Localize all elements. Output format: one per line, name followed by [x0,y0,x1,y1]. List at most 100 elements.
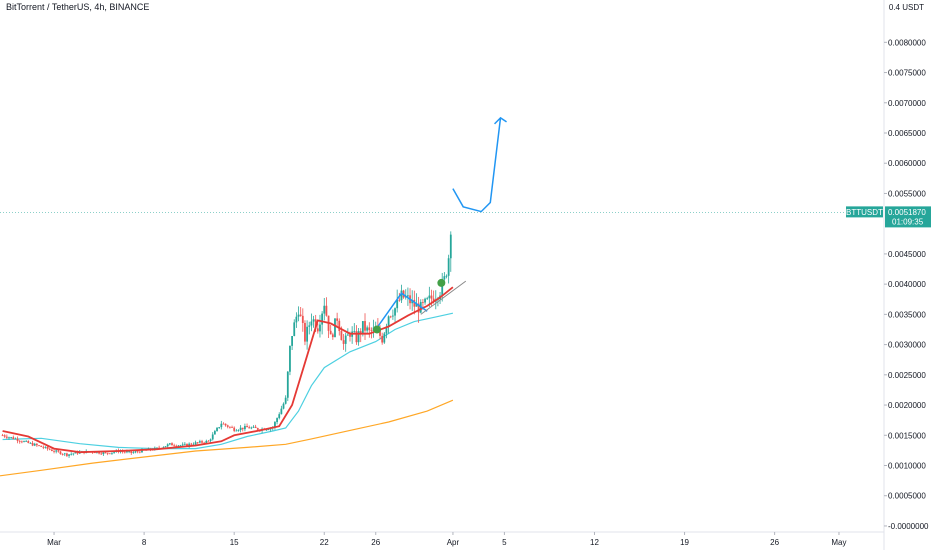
candle-body [344,335,347,344]
x-tick-label: 19 [680,538,689,547]
candle-body [213,431,216,435]
candle-body [179,445,182,447]
candle-body [102,452,105,455]
candle-body [35,443,38,446]
candle-body [306,326,309,342]
symbol-tag [846,206,883,218]
candle-body [282,403,285,409]
candle-body [132,452,135,454]
candle-body [93,452,96,454]
candle-body [48,448,51,450]
candle-body [10,437,13,439]
candle-body [1,435,4,437]
y-tick-label: 0.0070000 [888,99,926,108]
candle-body [308,325,311,327]
x-tick-label: 15 [230,538,239,547]
candle-body [381,335,384,343]
candle-body [304,322,306,342]
candle-body [340,331,343,341]
candle-body [14,438,17,440]
y-tick-label: 0.0065000 [888,129,926,138]
candle-body [5,436,8,438]
candle-body [310,321,313,326]
y-tick-label: 0.0030000 [888,341,926,350]
candle-body [156,447,158,449]
candle-body [284,397,287,404]
candle-body [134,451,137,453]
price-tag [885,206,931,228]
y-tick-label: 0.0045000 [888,250,926,259]
candle-body [394,308,396,316]
y-tick-label: 0.0015000 [888,431,926,440]
candle-body [27,441,30,443]
candle-body [355,331,358,343]
candle-body [430,295,433,299]
candle-body [231,426,233,428]
candle-body [445,275,448,277]
candle-body [407,295,409,297]
candle-body [42,446,45,448]
candle-body [422,302,424,303]
candle-body [74,451,77,454]
drawn-zigzag [375,292,428,330]
candle-body [136,451,139,453]
candle-body [379,329,381,336]
candle-body [441,279,444,296]
candle-body [246,426,248,428]
currency-label[interactable]: 0.4 USDT [888,3,924,12]
candle-body [201,441,203,443]
candle-body [111,452,113,454]
candle-body [385,326,388,334]
y-tick-label: 0.0060000 [888,159,926,168]
y-tick-label: 0.0005000 [888,492,926,501]
candle-body [331,334,334,338]
candle-body [113,451,115,453]
candle-body [226,425,229,427]
ma-mid-line [2,312,454,450]
candle-body [426,298,429,300]
x-tick-label: Apr [447,538,460,547]
x-tick-label: 5 [502,538,507,547]
candle-body [108,453,111,455]
candle-body [175,445,178,447]
candle-body [183,443,186,445]
candle-body [299,314,302,316]
candle-body [349,334,351,337]
candle-body [207,440,210,442]
candle-body [31,442,34,446]
candle-body [295,316,298,323]
candle-body [254,426,257,429]
candle-body [128,451,131,453]
candle-body [319,324,321,332]
candle-body [166,444,169,447]
y-tick-label: -0.0000000 [888,522,929,531]
y-tick-label: 0.0020000 [888,401,926,410]
candle-body [400,290,403,301]
candle-body [141,449,143,453]
x-tick-label: 12 [590,538,599,547]
candle-body [63,453,66,455]
candle-body [171,443,173,446]
candle-body [280,408,283,415]
candle-body [321,313,324,325]
candle-body [224,423,227,426]
candle-body [293,322,296,337]
candle-body [361,321,364,334]
candle-body [342,340,345,344]
candle-body [276,418,278,423]
y-tick-label: 0.0055000 [888,189,926,198]
candle-body [186,443,188,446]
candle-body [312,319,315,322]
candle-body [248,427,251,429]
candle-body [291,336,293,346]
candle-body [40,445,43,447]
candle-body [415,303,418,307]
candle-body [70,453,73,455]
candle-body [216,427,218,432]
candle-body [218,427,221,428]
candle-body [239,427,242,431]
candle-body [44,446,47,448]
candle-body [289,345,291,372]
